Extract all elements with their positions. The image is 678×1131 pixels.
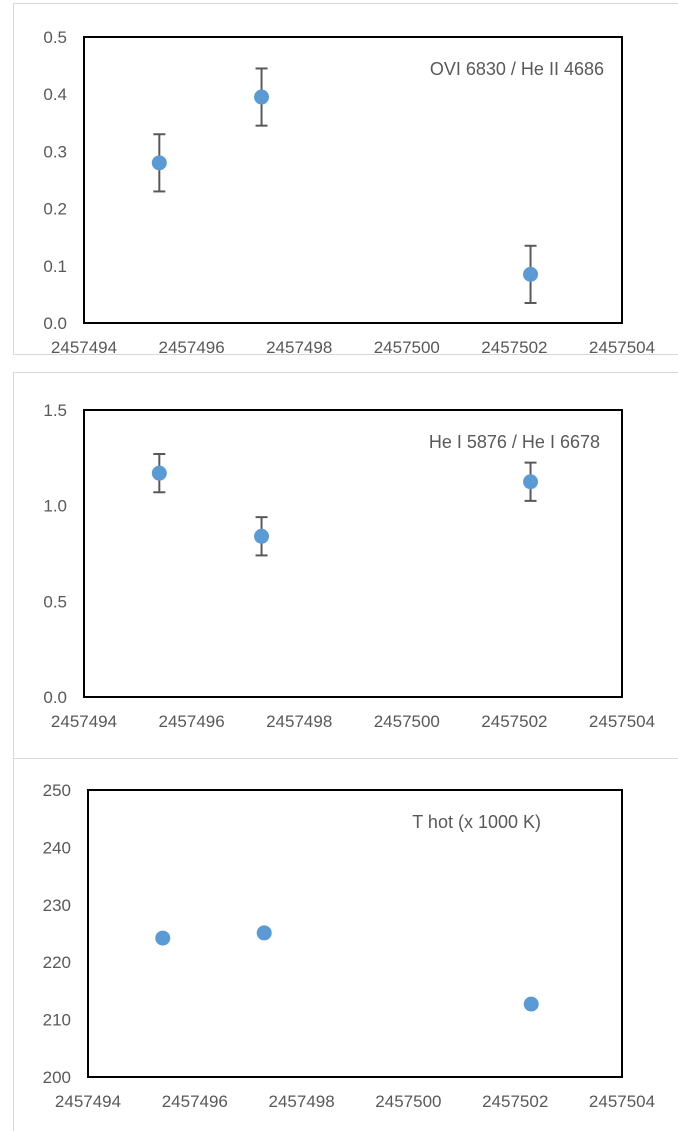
data-point (523, 266, 539, 282)
y-tick-label: 1.5 (43, 401, 67, 420)
x-tick-label: 2457504 (589, 338, 655, 357)
y-tick-label: 210 (43, 1011, 71, 1030)
x-tick-label: 2457504 (589, 1092, 655, 1111)
data-point (254, 89, 270, 105)
chart-title: OVI 6830 / He II 4686 (430, 59, 604, 79)
chart-ovi-heii-ratio: 0.0 0.1 0.2 0.3 0.4 0.5 2457494 2457496 2457498 2… (43, 28, 655, 357)
y-tick-label: 0.0 (43, 314, 67, 333)
panel-divider (13, 354, 678, 355)
plot-frame (87, 789, 623, 1078)
x-tick-label: 2457498 (266, 712, 332, 731)
data-point (151, 155, 167, 171)
data-point (151, 465, 167, 481)
data-point (523, 474, 539, 490)
chart-hei-ratio: 0.0 0.5 1.0 1.5 2457494 2457496 2457498 2457500… (43, 401, 655, 731)
y-tick-label: 1.0 (43, 497, 67, 516)
panel-divider (13, 758, 678, 759)
x-tick-label: 2457496 (159, 712, 225, 731)
data-point (256, 925, 272, 941)
x-tick-label: 2457500 (374, 712, 440, 731)
chart-title: He I 5876 / He I 6678 (429, 432, 600, 452)
x-tick-label: 2457494 (51, 712, 117, 731)
y-tick-label: 0.5 (43, 592, 67, 611)
x-tick-label: 2457500 (375, 1092, 441, 1111)
plot-frame (83, 36, 623, 324)
y-tick-label: 240 (43, 838, 71, 857)
x-tick-label: 2457498 (266, 338, 332, 357)
y-tick-label: 0.0 (43, 688, 67, 707)
data-point (155, 930, 171, 946)
data-point (523, 996, 539, 1012)
panel-border-left (13, 758, 14, 1131)
y-tick-label: 0.1 (43, 257, 67, 276)
y-tick-label: 200 (43, 1068, 71, 1087)
y-tick-label: 0.4 (43, 85, 67, 104)
x-tick-label: 2457494 (51, 338, 117, 357)
panel-border-left (13, 372, 14, 758)
x-tick-label: 2457504 (589, 712, 655, 731)
y-tick-label: 250 (43, 781, 71, 800)
x-tick-label: 2457502 (482, 1092, 548, 1111)
x-tick-label: 2457496 (159, 338, 225, 357)
x-tick-label: 2457500 (374, 338, 440, 357)
x-tick-label: 2457496 (162, 1092, 228, 1111)
y-tick-label: 0.2 (43, 200, 67, 219)
x-tick-label: 2457502 (481, 712, 547, 731)
x-tick-label: 2457502 (481, 338, 547, 357)
chart-title: T hot (x 1000 K) (412, 812, 541, 832)
y-tick-label: 220 (43, 953, 71, 972)
data-point (254, 528, 270, 544)
panel-border-top (13, 3, 678, 4)
y-tick-label: 0.3 (43, 142, 67, 161)
y-tick-label: 230 (43, 896, 71, 915)
panel-divider (13, 372, 678, 373)
x-tick-label: 2457498 (269, 1092, 335, 1111)
x-tick-label: 2457494 (55, 1092, 121, 1111)
panel-border-left (13, 3, 14, 354)
y-tick-label: 0.5 (43, 28, 67, 47)
plot-frame (83, 409, 623, 698)
